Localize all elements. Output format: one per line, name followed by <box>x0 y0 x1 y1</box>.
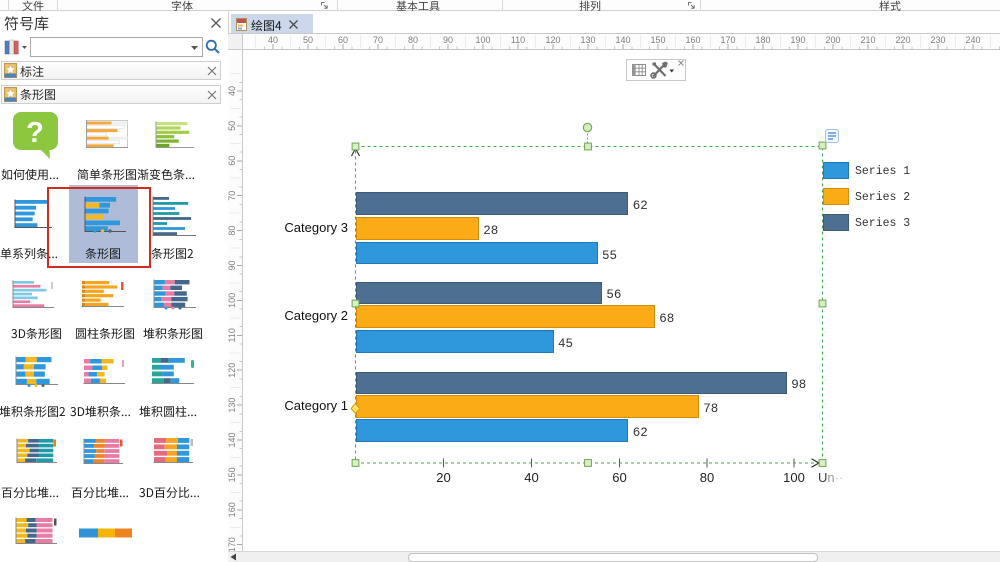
svg-text:80: 80 <box>228 226 237 236</box>
svg-text:120: 120 <box>228 363 237 378</box>
svg-text:110: 110 <box>228 328 237 342</box>
svg-text:100: 100 <box>228 293 237 308</box>
svg-text:90: 90 <box>228 260 237 270</box>
svg-text:170: 170 <box>228 537 237 552</box>
svg-text:40: 40 <box>228 86 237 96</box>
svg-text:140: 140 <box>228 432 237 447</box>
svg-text:70: 70 <box>228 191 237 201</box>
svg-text:160: 160 <box>228 502 237 517</box>
svg-text:60: 60 <box>228 156 237 166</box>
svg-text:?: ? <box>26 117 44 149</box>
svg-text:130: 130 <box>228 398 237 413</box>
svg-text:50: 50 <box>228 121 237 131</box>
svg-text:150: 150 <box>228 467 237 482</box>
